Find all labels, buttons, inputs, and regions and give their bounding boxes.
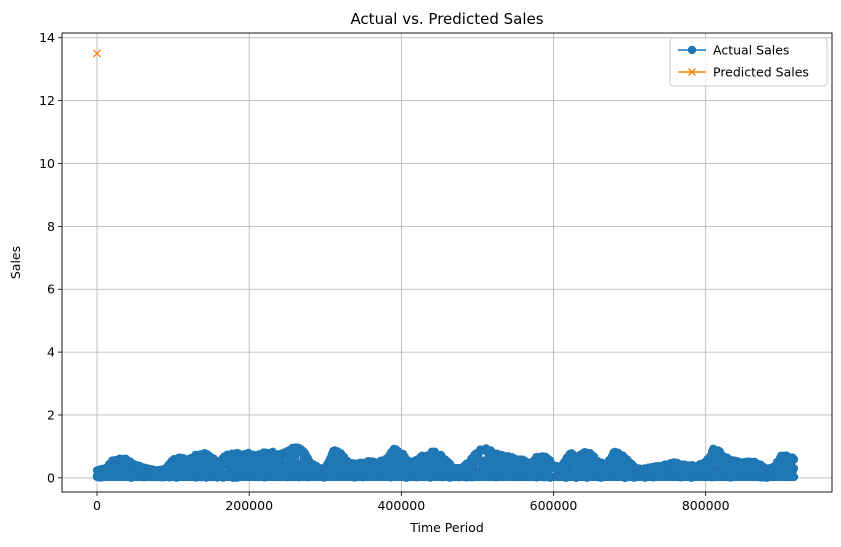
x-tick-label: 400000 — [377, 498, 425, 513]
y-tick-label: 6 — [47, 282, 55, 297]
legend: Actual Sales Predicted Sales — [669, 37, 828, 87]
x-tick-label: 600000 — [530, 498, 578, 513]
legend-actual-sales-label: Actual Sales — [713, 43, 789, 58]
y-tick-label: 14 — [39, 30, 55, 45]
plot-frame — [61, 32, 833, 493]
grid-layer — [62, 33, 832, 492]
legend-box — [669, 37, 828, 87]
y-tick-label: 10 — [39, 156, 55, 171]
tick-layer: 0 200000 400000 600000 800000 0 2 4 6 8 10 12 14 — [39, 30, 730, 513]
x-tick-label: 200000 — [225, 498, 273, 513]
x-axis-title: Time Period — [409, 520, 484, 535]
legend-entries: Actual Sales Predicted Sales — [678, 43, 809, 80]
actual-sales-marker — [789, 464, 799, 473]
series-actual-sales — [92, 443, 799, 483]
y-tick-label: 4 — [47, 345, 55, 360]
legend-predicted-sales-label: Predicted Sales — [713, 65, 809, 80]
y-tick-label: 2 — [47, 407, 55, 422]
y-tick-label: 8 — [47, 219, 55, 234]
chart-title: Actual vs. Predicted Sales — [350, 10, 543, 28]
actual-sales-marker — [789, 455, 799, 464]
series-predicted-sales — [93, 49, 101, 58]
data-layer — [92, 49, 799, 483]
actual-sales-marker — [789, 472, 799, 482]
legend-actual-sales-marker — [687, 45, 697, 55]
actual-sales-marker — [580, 463, 589, 472]
predicted-sales-marker — [93, 49, 101, 58]
y-axis-title: Sales — [8, 246, 23, 279]
y-tick-label: 12 — [39, 93, 55, 108]
x-tick-label: 800000 — [682, 498, 730, 513]
legend-predicted-sales-marker — [688, 68, 696, 76]
y-tick-label: 0 — [47, 470, 55, 485]
x-tick-label: 0 — [93, 498, 101, 513]
